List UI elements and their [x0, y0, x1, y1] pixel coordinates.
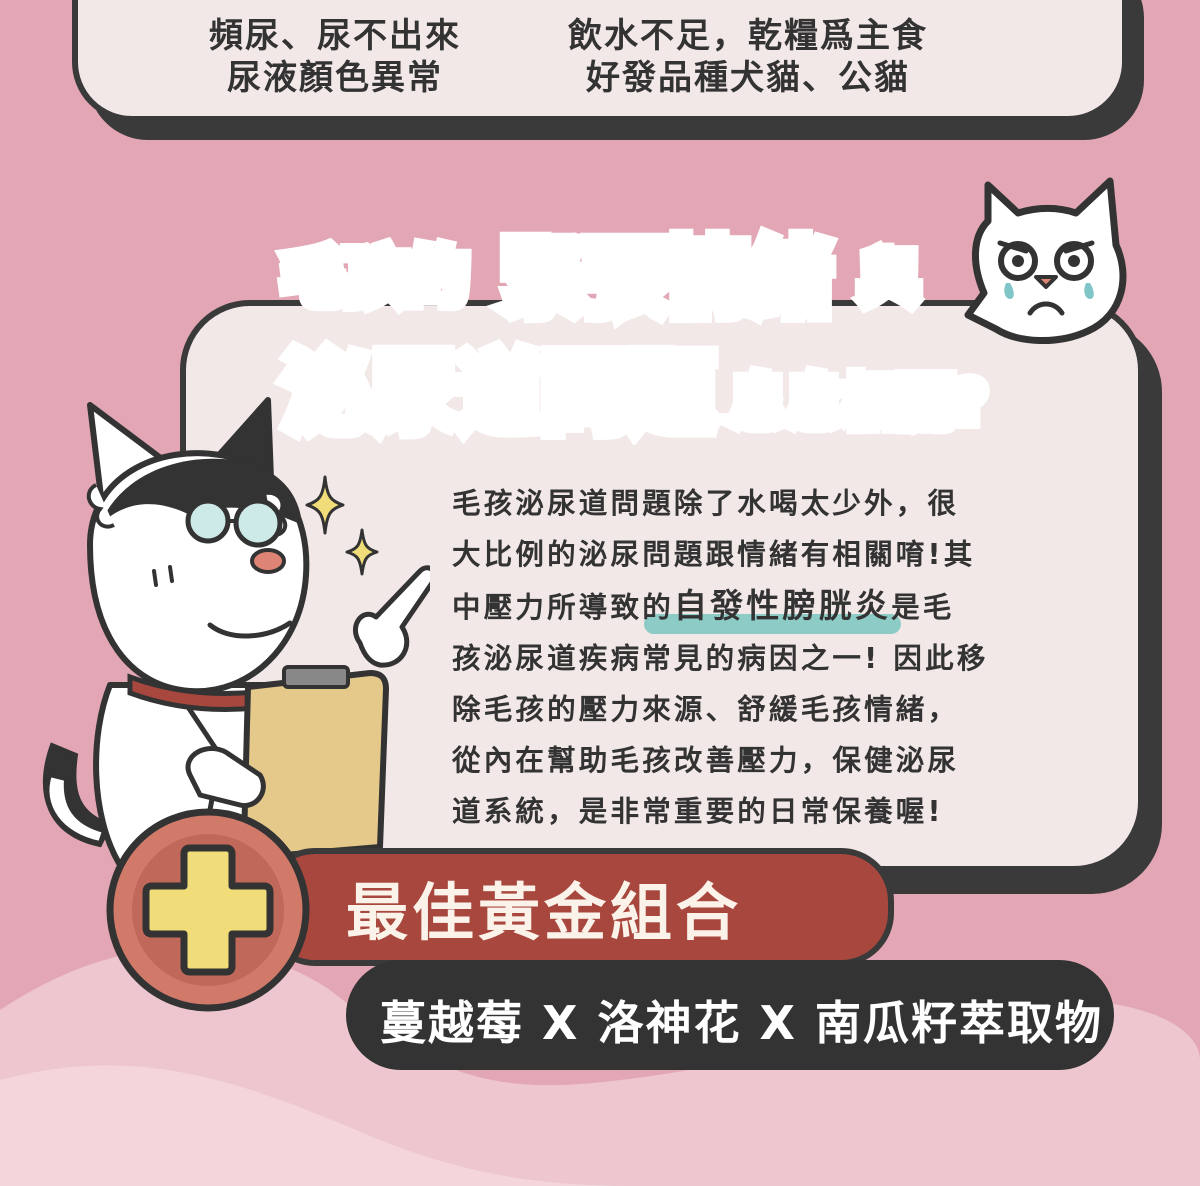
headline-line2-highlight: 泌尿道問題 — [284, 344, 714, 444]
symptoms-line-1: 頻尿、尿不出來 — [209, 16, 461, 56]
headline: 毛孩的 緊張情緒 與 泌尿道問題 — [275, 224, 925, 445]
ingredients-text: 蔓越莓 X 洛神花 X 南瓜籽萃取物 — [380, 996, 1103, 1050]
plus-icon — [106, 808, 310, 1012]
headline-line2-suffix: 息息相關? — [730, 371, 986, 436]
body-line-1: 毛孩泌尿道問題除了水喝太少外，很 — [452, 487, 960, 520]
causes-line-1: 飲水不足，乾糧爲主食 — [568, 16, 928, 56]
ingredients-bar — [346, 960, 1114, 1070]
sparkle-icon — [345, 528, 379, 576]
body-line-2: 大比例的泌尿問題跟情緒有相關唷!其 — [452, 538, 976, 571]
body-line-3: 中壓力所導致的自發性膀胱炎是毛 — [452, 580, 1074, 633]
body-line-3-prefix: 中壓力所導致的 — [452, 591, 674, 624]
body-line-7: 道系統，是非常重要的日常保養喔! — [452, 795, 944, 828]
symptoms-card — [72, 0, 1128, 122]
body-line-6: 從內在幫助毛孩改善壓力，保健泌尿 — [452, 744, 960, 777]
headline-line1-prefix: 毛孩的 — [282, 241, 468, 314]
combo-title: 最佳黃金組合 — [346, 876, 743, 949]
sparkle-icon — [305, 475, 345, 535]
body-paragraph: 毛孩泌尿道問題除了水喝太少外，很 大比例的泌尿問題跟情緒有相關唷!其 中壓力所導… — [452, 478, 1074, 837]
causes-line-2: 好發品種犬貓、公貓 — [586, 58, 910, 98]
body-line-5: 除毛孩的壓力來源、舒緩毛孩情緒， — [452, 693, 960, 726]
doctor-dog-illustration — [42, 397, 430, 865]
headline-line2-suffix-wrap: 息息相關? — [723, 364, 993, 443]
symptoms-line-2: 尿液顏色異常 — [227, 58, 443, 98]
cystitis-highlight: 自發性膀胱炎 — [673, 586, 892, 625]
worried-cat-icon — [964, 177, 1127, 344]
body-line-3-suffix: 是毛 — [891, 591, 955, 624]
headline-line1-highlight: 緊張情緒 — [502, 232, 830, 327]
headline-line1-suffix: 與 — [860, 245, 918, 313]
body-line-4: 孩泌尿道疾病常見的病因之一! 因此移 — [452, 642, 989, 675]
